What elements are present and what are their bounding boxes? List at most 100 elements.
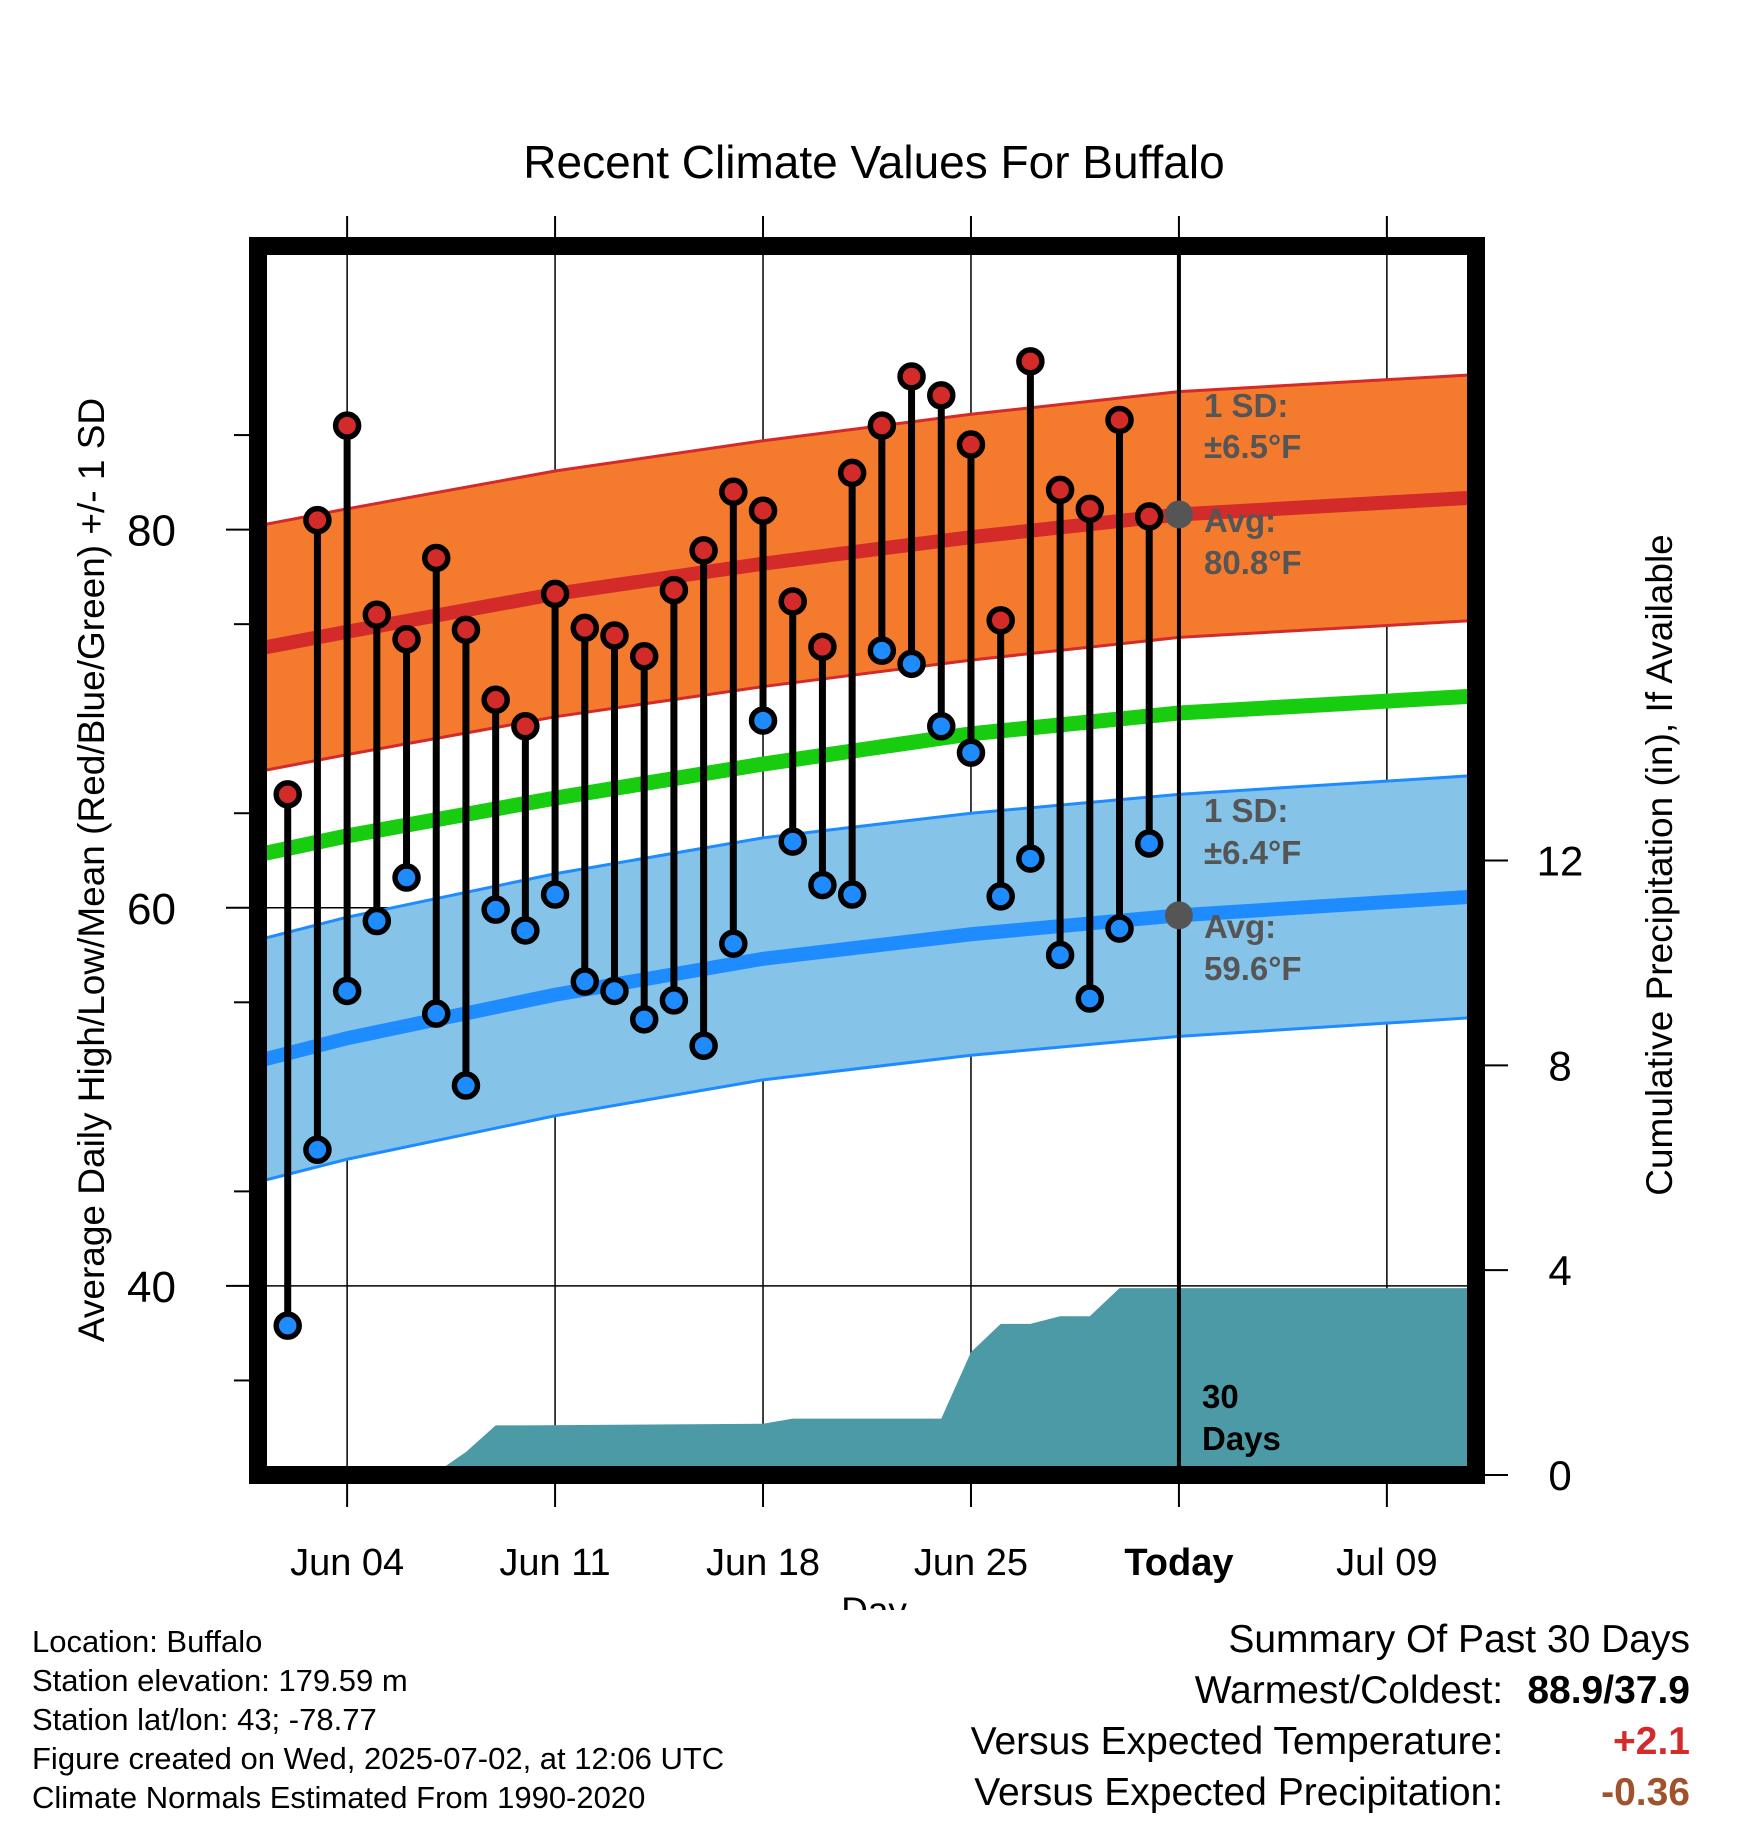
- precip-label: Versus Expected Precipitation:: [974, 1771, 1504, 1814]
- daily-high-marker: [421, 543, 451, 573]
- high-avg-label: Avg:: [1204, 502, 1276, 539]
- plot-frame: [249, 237, 1485, 1484]
- daily-low-marker: [837, 880, 867, 909]
- high-avg-value: 80.8°F: [1204, 544, 1302, 581]
- precip-area: [258, 1288, 1476, 1475]
- daily-low-marker: [273, 1311, 302, 1340]
- daily-low-marker: [778, 827, 807, 856]
- x-tick-label: Jun 25: [914, 1542, 1028, 1584]
- warm-cold-value: 88.9/37.9: [1527, 1669, 1690, 1712]
- days-label-word: Days: [1202, 1420, 1281, 1457]
- warm-cold-row: Warmest/Coldest: 88.9/37.9: [971, 1665, 1690, 1716]
- today-line: [1164, 246, 1193, 1475]
- daily-low-marker: [392, 863, 421, 892]
- high-sd-value: ±6.5°F: [1204, 428, 1301, 465]
- daily-high-marker: [837, 458, 867, 488]
- low-sd-band: [258, 775, 1476, 1182]
- axes: 40 60 80 0 4 8 12 Jun 04 Jun 11 Jun 18 Jun 25 Today…: [127, 216, 1583, 1584]
- low-avg-value: 59.6°F: [1204, 950, 1302, 987]
- precip-area-fill: [258, 1288, 1476, 1475]
- daily-high-marker: [778, 587, 807, 616]
- y2-tick-label: 8: [1548, 1042, 1571, 1089]
- daily-low-marker: [629, 1005, 659, 1034]
- daily-high-marker: [1045, 475, 1075, 505]
- daily-high-marker: [273, 780, 302, 809]
- daily-low-marker: [1045, 940, 1075, 970]
- low-sd-label: 1 SD:: [1204, 792, 1288, 829]
- high-sd-label: 1 SD:: [1204, 387, 1288, 424]
- x-axis-label: Day: [841, 1590, 907, 1610]
- daily-low-marker: [421, 999, 451, 1028]
- daily-low-marker: [689, 1031, 718, 1061]
- daily-high-marker: [481, 685, 510, 715]
- precip-value: -0.36: [1601, 1771, 1690, 1814]
- latlon-text: Station lat/lon: 43; -78.77: [32, 1702, 377, 1737]
- daily-high-marker: [986, 606, 1015, 635]
- summary-title: Summary Of Past 30 Days: [1228, 1618, 1690, 1661]
- daily-low-marker: [451, 1071, 481, 1100]
- y2-axis-label: Cumulative Precipitation (in), If Availa…: [1639, 534, 1680, 1196]
- daily-high-marker: [570, 613, 600, 643]
- daily-high-marker: [1016, 347, 1045, 376]
- daily-high-marker: [362, 600, 392, 629]
- daily-high-marker: [897, 362, 926, 391]
- x-tick-label: Jun 11: [499, 1542, 610, 1584]
- daily-low-marker: [986, 882, 1015, 911]
- daily-low-marker: [897, 649, 926, 679]
- daily-low-marker: [303, 1135, 332, 1165]
- climate-chart: Recent Climate Values For Buffalo 1 SD: …: [71, 136, 1680, 1631]
- daily-high-marker: [1075, 494, 1105, 524]
- daily-high-marker: [867, 411, 897, 440]
- daily-range-stems: [284, 361, 1153, 1326]
- y2-tick-label: 0: [1548, 1452, 1571, 1499]
- daily-high-marker: [451, 615, 481, 645]
- daily-high-marker: [1105, 405, 1134, 435]
- daily-high-marker: [332, 411, 362, 440]
- daily-low-marker: [956, 738, 986, 767]
- warm-cold-label: Warmest/Coldest:: [1194, 1669, 1504, 1712]
- temp-value: +2.1: [1613, 1720, 1690, 1763]
- daily-low-marker: [481, 895, 510, 924]
- daily-high-marker: [600, 621, 629, 650]
- location-text: Location: Buffalo: [32, 1624, 263, 1659]
- daily-low-marker: [1105, 914, 1134, 943]
- y2-tick-label: 4: [1548, 1247, 1571, 1294]
- daily-low-marker: [511, 916, 540, 945]
- low-avg-label: Avg:: [1204, 908, 1276, 945]
- daily-low-marker: [1075, 984, 1105, 1013]
- daily-high-marker: [540, 579, 570, 609]
- daily-high-marker: [956, 430, 986, 459]
- x-tick-label: Today: [1124, 1542, 1233, 1584]
- x-tick-label: Jul 09: [1336, 1542, 1437, 1584]
- daily-low-marker: [1134, 829, 1164, 858]
- daily-high-marker: [303, 505, 332, 535]
- precip-row: Versus Expected Precipitation: -0.36: [971, 1767, 1690, 1818]
- today-avg-low-dot: [1164, 901, 1193, 930]
- temp-label: Versus Expected Temperature:: [970, 1720, 1504, 1763]
- annotations: 1 SD: ±6.5°F Avg: 80.8°F 1 SD: ±6.4°F Av…: [1202, 387, 1302, 1457]
- y-tick-label: 80: [127, 507, 176, 556]
- daily-markers: [273, 347, 1164, 1340]
- daily-low-marker: [719, 929, 748, 958]
- daily-low-marker: [748, 706, 778, 735]
- y-axis-label: Average Daily High/Low/Mean (Red/Blue/Gr…: [71, 398, 112, 1342]
- daily-high-marker: [808, 632, 837, 662]
- y-tick-label: 60: [127, 885, 176, 934]
- daily-low-marker: [808, 870, 837, 900]
- daily-high-marker: [392, 625, 421, 654]
- daily-low-marker: [540, 880, 570, 909]
- daily-low-marker: [362, 906, 392, 936]
- daily-low-marker: [1016, 844, 1045, 873]
- today-avg-high-dot: [1164, 500, 1193, 529]
- normals-text: Climate Normals Estimated From 1990-2020: [32, 1780, 646, 1815]
- x-tick-label: Jun 04: [290, 1542, 404, 1584]
- daily-high-marker: [719, 477, 748, 507]
- high-sd-band: [258, 374, 1476, 772]
- elevation-text: Station elevation: 179.59 m: [32, 1663, 408, 1698]
- axis-labels: Day Average Daily High/Low/Mean (Red/Blu…: [71, 398, 1680, 1631]
- normal-bands: [258, 373, 1476, 1184]
- daily-high-marker: [748, 496, 778, 525]
- daily-high-marker: [659, 575, 689, 605]
- daily-low-marker: [600, 976, 629, 1006]
- daily-low-marker: [867, 636, 897, 665]
